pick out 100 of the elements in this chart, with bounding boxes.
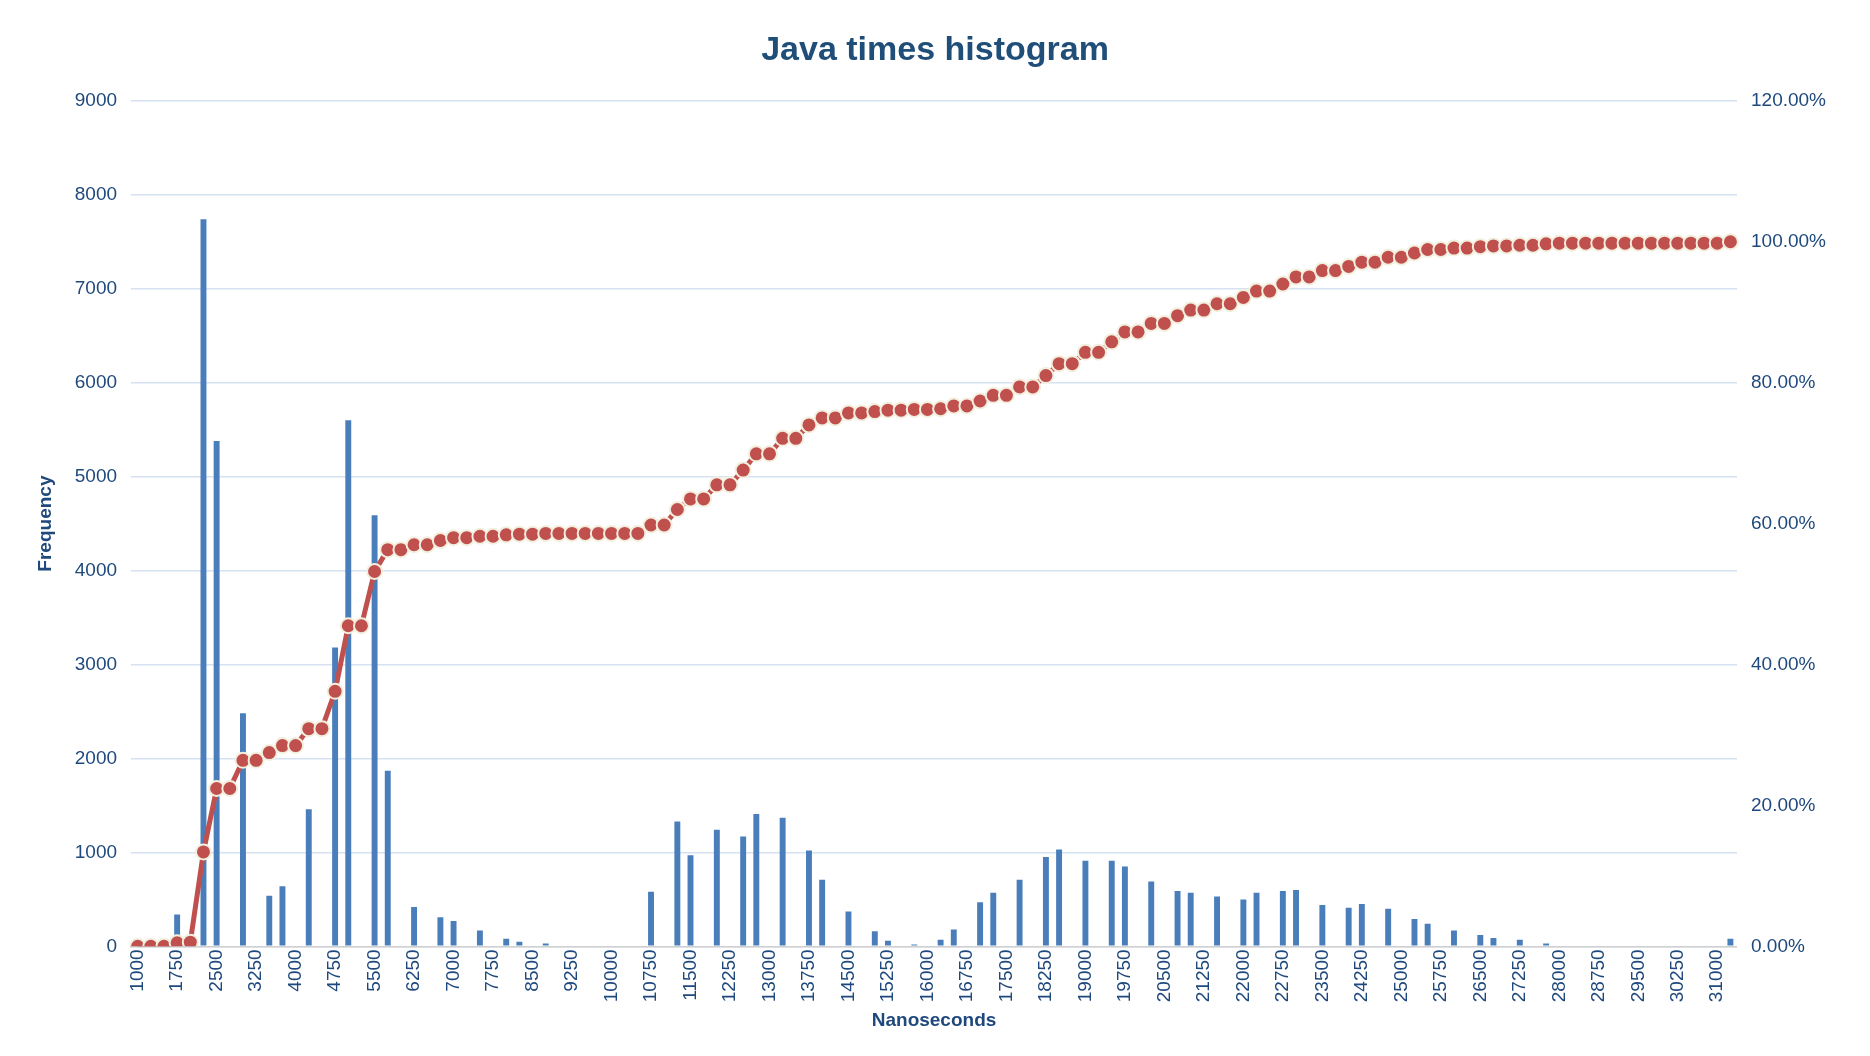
bar [1543, 943, 1550, 946]
bar [1016, 879, 1023, 946]
y2-tick-label: 120.00% [1750, 89, 1827, 111]
x-axis-title: Nanoseconds [871, 1008, 997, 1030]
y-tick-label: 2000 [74, 746, 118, 768]
bar [871, 931, 878, 946]
bar [1727, 938, 1734, 946]
y2-tick-label: 20.00% [1750, 793, 1816, 815]
x-tick-label: 10750 [639, 949, 661, 1003]
bar [1121, 866, 1128, 946]
bar [950, 929, 957, 946]
bar [1214, 896, 1220, 946]
bar [990, 892, 997, 946]
y-tick-label: 5000 [74, 464, 118, 486]
x-tick-label: 25000 [1389, 949, 1411, 1003]
x-tick-label: 4750 [323, 949, 345, 992]
bar [1358, 904, 1365, 946]
x-tick-label: 13000 [757, 949, 779, 1003]
y-tick-label: 7000 [74, 276, 118, 298]
x-tick-label: 1750 [165, 949, 187, 992]
x-tick-label: 26500 [1468, 949, 1490, 1003]
bar [1345, 907, 1352, 946]
x-tick-label: 20500 [1152, 949, 1174, 1003]
bar [384, 770, 391, 946]
bar [885, 940, 891, 946]
bar [1042, 857, 1049, 946]
x-tick-label: 15250 [876, 949, 898, 1003]
x-tick-label: 2500 [204, 949, 226, 992]
y-axis-title: Frequency [33, 475, 55, 572]
bar [542, 943, 549, 946]
bar [779, 817, 786, 946]
bar [1451, 930, 1457, 946]
bar [476, 930, 483, 946]
bar [1293, 889, 1299, 946]
x-tick-label: 28000 [1547, 949, 1569, 1003]
x-tick-label: 10000 [599, 949, 621, 1003]
x-tick-label: 12250 [718, 949, 740, 1003]
x-tick-label: 28750 [1587, 949, 1609, 1003]
x-tick-label: 11500 [678, 949, 700, 1001]
y2-tick-label: 60.00% [1750, 511, 1816, 533]
x-tick-label: 22750 [1271, 949, 1293, 1003]
bar [674, 821, 681, 946]
bar [1056, 849, 1063, 946]
y2-tick-label: 40.00% [1750, 652, 1816, 674]
bar [266, 895, 273, 946]
y2-tick-label: 100.00% [1750, 229, 1827, 251]
bar [819, 879, 826, 946]
x-tick-label: 27250 [1508, 949, 1530, 1003]
bar [411, 906, 418, 946]
x-tick-label: 3250 [244, 949, 266, 992]
bar [1477, 935, 1484, 946]
bar [740, 836, 747, 946]
x-tick-label: 25750 [1429, 949, 1451, 1003]
bar [1424, 923, 1431, 946]
bar [806, 850, 812, 946]
bar [937, 939, 944, 946]
y2-tick-label: 80.00% [1750, 370, 1816, 392]
bar [503, 938, 510, 946]
x-tick-label: 13750 [797, 949, 819, 1003]
x-tick-label: 4000 [283, 949, 305, 992]
bar [1240, 899, 1247, 946]
bar [279, 886, 286, 946]
bar [1082, 860, 1089, 946]
bar [648, 891, 654, 946]
bar [1148, 881, 1155, 946]
y-tick-label: 9000 [74, 89, 118, 111]
x-tick-label: 22000 [1231, 949, 1253, 1003]
y-tick-label: 0 [106, 934, 118, 956]
x-tick-label: 7000 [441, 949, 463, 992]
x-tick-label: 6250 [402, 949, 424, 992]
x-tick-label: 24250 [1350, 949, 1372, 1003]
x-tick-label: 18250 [1034, 949, 1056, 1003]
x-tick-label: 16000 [915, 949, 937, 1003]
y-tick-label: 8000 [74, 182, 118, 204]
y2-tick-label: 0.00% [1750, 934, 1805, 956]
x-tick-label: 23500 [1310, 949, 1332, 1003]
x-tick-label: 9250 [560, 949, 582, 992]
bar [516, 941, 523, 946]
bar [1108, 860, 1115, 946]
bar [1279, 890, 1286, 946]
x-tick-label: 19000 [1073, 949, 1095, 1003]
bar [713, 829, 720, 946]
x-tick-label: 19750 [1113, 949, 1135, 1003]
x-tick-label: 30250 [1665, 949, 1687, 1003]
bar [753, 813, 760, 946]
x-tick-label: 7750 [481, 949, 503, 992]
x-tick-label: 1000 [125, 949, 147, 992]
y-tick-label: 1000 [74, 840, 118, 862]
bar [1319, 905, 1326, 946]
bar [1187, 892, 1194, 946]
y-tick-label: 4000 [74, 558, 118, 580]
y-tick-label: 3000 [74, 652, 118, 674]
x-tick-label: 5500 [362, 949, 384, 992]
x-tick-label: 8500 [520, 949, 542, 992]
bar [1385, 908, 1392, 946]
x-tick-label: 14500 [836, 949, 858, 1003]
x-tick-label: 31000 [1705, 949, 1727, 1003]
bar [977, 902, 984, 946]
bar [1516, 939, 1523, 946]
x-tick-label: 17500 [994, 949, 1016, 1003]
